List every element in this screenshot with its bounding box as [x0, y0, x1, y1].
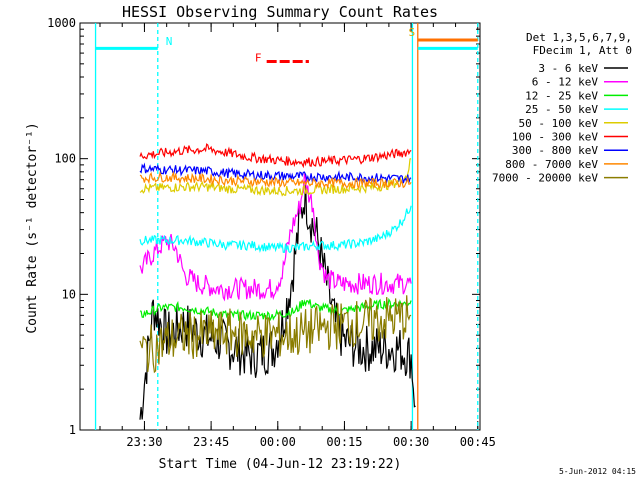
legend-label: 50 - 100 keV — [519, 117, 599, 130]
series-line — [139, 295, 412, 374]
series-line — [139, 205, 412, 254]
x-tick-label: 00:15 — [326, 435, 362, 449]
series-line — [139, 170, 412, 190]
series-line — [139, 173, 412, 302]
legend-label: 12 - 25 keV — [525, 89, 598, 102]
chart-title: HESSI Observing Summary Count Rates — [122, 3, 438, 21]
series-line — [139, 162, 412, 185]
legend-label: 25 - 50 keV — [525, 103, 598, 116]
annotation-label: S — [408, 26, 415, 39]
legend-label: 800 - 7000 keV — [505, 158, 598, 171]
legend-label: 3 - 6 keV — [538, 62, 598, 75]
series-line — [139, 143, 412, 169]
y-tick-label: 1000 — [47, 16, 76, 30]
x-tick-label: 23:30 — [126, 435, 162, 449]
y-tick-label: 100 — [54, 152, 76, 166]
plot-frame — [79, 22, 481, 431]
footer-timestamp: 5-Jun-2012 04:15 — [559, 467, 636, 476]
annotation-label: F — [255, 52, 262, 65]
y-tick-label: 1 — [69, 423, 76, 437]
legend-label: 300 - 800 keV — [512, 144, 598, 157]
annotation-label: N — [166, 35, 173, 48]
plot-area: 1 10 100 1000 23:30 23:45 00:00 00:15 00:30 00:45… — [47, 16, 496, 449]
legend-label: 100 - 300 keV — [512, 131, 598, 144]
x-tick-label: 00:30 — [393, 435, 429, 449]
legend-label: 7000 - 20000 keV — [492, 172, 598, 185]
series-line — [139, 297, 412, 322]
y-tick-label: 10 — [62, 287, 76, 301]
y-axis-label: Count Rate (s⁻¹ detector⁻¹) — [25, 122, 40, 333]
series-line — [139, 158, 412, 197]
x-tick-label: 00:00 — [260, 435, 296, 449]
x-axis-label: Start Time (04-Jun-12 23:19:22) — [159, 457, 402, 472]
x-tick-label: 23:45 — [193, 435, 229, 449]
x-tick-label: 00:45 — [460, 435, 496, 449]
legend-header-1: Det 1,3,5,6,7,9, — [526, 31, 632, 44]
legend-label: 6 - 12 keV — [532, 76, 599, 89]
series-line — [139, 179, 416, 420]
legend-header-2: FDecim 1, Att 0 — [533, 44, 632, 57]
